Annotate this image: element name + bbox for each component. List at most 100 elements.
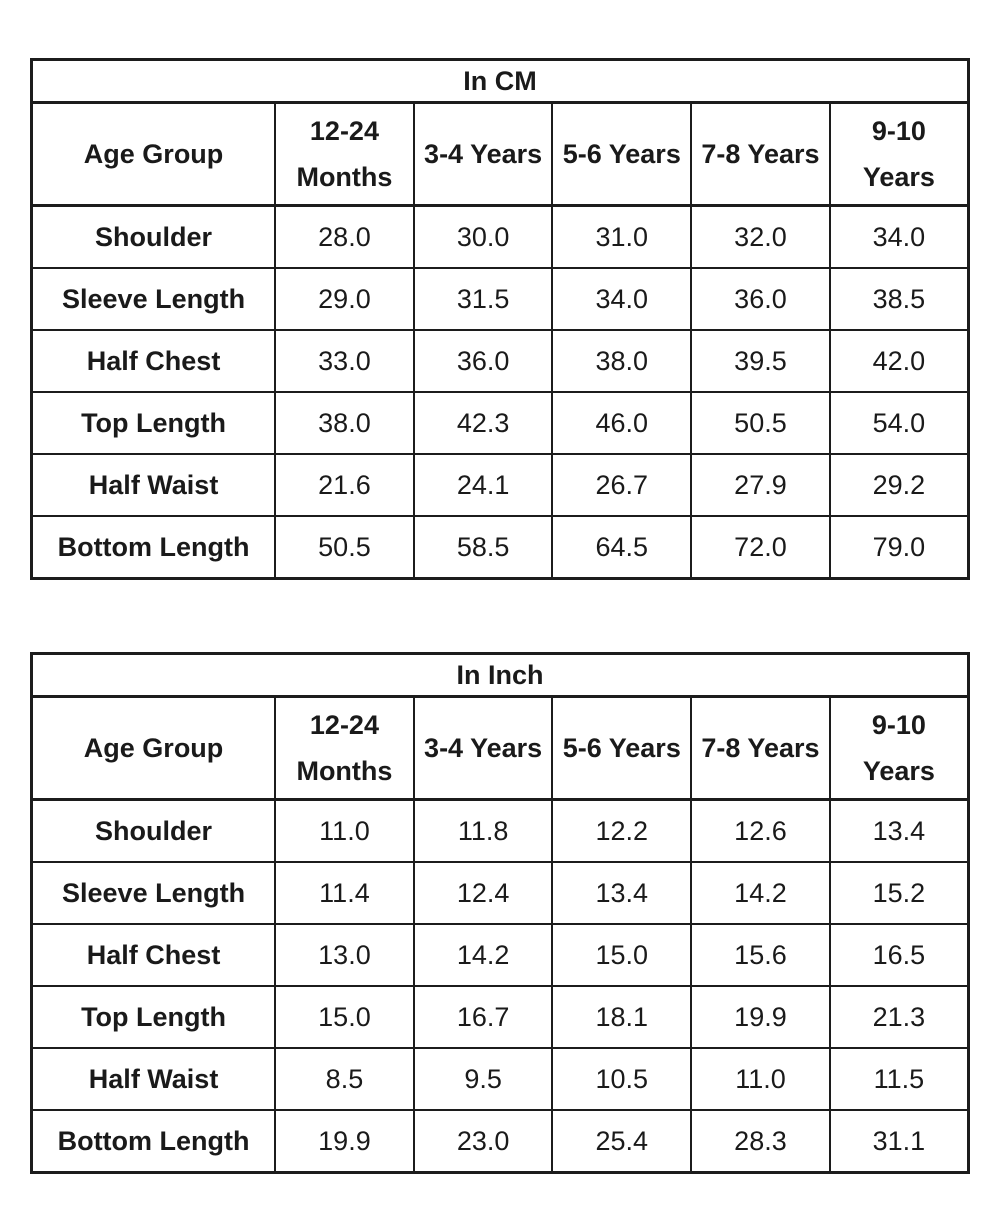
row-label: Sleeve Length <box>30 267 277 331</box>
value-cell: 42.3 <box>412 391 554 455</box>
value-cell: 38.5 <box>828 267 970 331</box>
value-cell: 29.0 <box>274 267 415 331</box>
value-cell: 19.9 <box>690 985 831 1049</box>
value-cell: 29.2 <box>828 453 970 517</box>
value-cell: 31.1 <box>828 1109 970 1174</box>
value-cell: 14.2 <box>412 923 554 987</box>
table-row: Shoulder 11.0 11.8 12.2 12.6 13.4 <box>30 798 970 863</box>
value-cell: 12.4 <box>412 861 554 925</box>
value-cell: 72.0 <box>690 515 831 580</box>
table-row: Half Waist 8.5 9.5 10.5 11.0 11.5 <box>30 1047 970 1111</box>
table-row: Bottom Length 19.9 23.0 25.4 28.3 31.1 <box>30 1109 970 1174</box>
value-cell: 12.6 <box>690 798 831 863</box>
column-header: 12-24 Months <box>274 695 415 801</box>
value-cell: 30.0 <box>412 204 554 269</box>
column-header: 12-24 Months <box>274 101 415 207</box>
value-cell: 34.0 <box>551 267 693 331</box>
row-label: Top Length <box>30 985 277 1049</box>
value-cell: 11.5 <box>828 1047 970 1111</box>
value-cell: 13.4 <box>551 861 693 925</box>
row-label: Half Chest <box>30 923 277 987</box>
row-label: Sleeve Length <box>30 861 277 925</box>
value-cell: 11.0 <box>690 1047 831 1111</box>
row-label: Half Chest <box>30 329 277 393</box>
value-cell: 15.2 <box>828 861 970 925</box>
value-cell: 33.0 <box>274 329 415 393</box>
table-header-row: Age Group 12-24 Months 3-4 Years 5-6 Years 7… <box>30 101 970 207</box>
table-row: Sleeve Length 29.0 31.5 34.0 36.0 38.5 <box>30 267 970 331</box>
value-cell: 34.0 <box>828 204 970 269</box>
value-cell: 8.5 <box>274 1047 415 1111</box>
value-cell: 36.0 <box>412 329 554 393</box>
table-row: Bottom Length 50.5 58.5 64.5 72.0 79.0 <box>30 515 970 580</box>
value-cell: 11.4 <box>274 861 415 925</box>
value-cell: 31.5 <box>412 267 554 331</box>
value-cell: 12.2 <box>551 798 693 863</box>
value-cell: 28.0 <box>274 204 415 269</box>
value-cell: 16.5 <box>828 923 970 987</box>
table-row: Half Waist 21.6 24.1 26.7 27.9 29.2 <box>30 453 970 517</box>
value-cell: 21.3 <box>828 985 970 1049</box>
value-cell: 18.1 <box>551 985 693 1049</box>
value-cell: 54.0 <box>828 391 970 455</box>
table-row: Half Chest 13.0 14.2 15.0 15.6 16.5 <box>30 923 970 987</box>
value-cell: 50.5 <box>274 515 415 580</box>
value-cell: 13.4 <box>828 798 970 863</box>
column-header: 9-10 Years <box>828 695 970 801</box>
table-row: Shoulder 28.0 30.0 31.0 32.0 34.0 <box>30 204 970 269</box>
value-cell: 21.6 <box>274 453 415 517</box>
value-cell: 32.0 <box>690 204 831 269</box>
value-cell: 13.0 <box>274 923 415 987</box>
value-cell: 10.5 <box>551 1047 693 1111</box>
table-row: Half Chest 33.0 36.0 38.0 39.5 42.0 <box>30 329 970 393</box>
tables-container: In CM Age Group 12-24 Months 3-4 Years 5-6 Y… <box>30 58 970 1174</box>
value-cell: 26.7 <box>551 453 693 517</box>
value-cell: 38.0 <box>551 329 693 393</box>
value-cell: 19.9 <box>274 1109 415 1174</box>
value-cell: 24.1 <box>412 453 554 517</box>
value-cell: 25.4 <box>551 1109 693 1174</box>
table-title: In CM <box>30 58 970 104</box>
table-title-row: In CM <box>30 58 970 104</box>
value-cell: 15.6 <box>690 923 831 987</box>
row-label: Bottom Length <box>30 515 277 580</box>
size-table-in-cm: In CM Age Group 12-24 Months 3-4 Years 5-6 Y… <box>30 58 970 580</box>
table-header-row: Age Group 12-24 Months 3-4 Years 5-6 Years 7… <box>30 695 970 801</box>
table-title-row: In Inch <box>30 652 970 698</box>
age-group-header: Age Group <box>30 695 277 801</box>
value-cell: 50.5 <box>690 391 831 455</box>
row-label: Shoulder <box>30 204 277 269</box>
row-label: Half Waist <box>30 1047 277 1111</box>
value-cell: 9.5 <box>412 1047 554 1111</box>
size-table-in-inch: In Inch Age Group 12-24 Months 3-4 Years 5-6… <box>30 652 970 1174</box>
value-cell: 15.0 <box>274 985 415 1049</box>
row-label: Bottom Length <box>30 1109 277 1174</box>
row-label: Shoulder <box>30 798 277 863</box>
value-cell: 58.5 <box>412 515 554 580</box>
value-cell: 38.0 <box>274 391 415 455</box>
value-cell: 42.0 <box>828 329 970 393</box>
table-row: Top Length 15.0 16.7 18.1 19.9 21.3 <box>30 985 970 1049</box>
value-cell: 46.0 <box>551 391 693 455</box>
value-cell: 16.7 <box>412 985 554 1049</box>
value-cell: 64.5 <box>551 515 693 580</box>
column-header: 3-4 Years <box>412 101 554 207</box>
column-header: 7-8 Years <box>690 101 831 207</box>
column-header: 7-8 Years <box>690 695 831 801</box>
value-cell: 14.2 <box>690 861 831 925</box>
value-cell: 31.0 <box>551 204 693 269</box>
column-header: 5-6 Years <box>551 101 693 207</box>
age-group-header: Age Group <box>30 101 277 207</box>
value-cell: 11.8 <box>412 798 554 863</box>
row-label: Top Length <box>30 391 277 455</box>
column-header: 5-6 Years <box>551 695 693 801</box>
value-cell: 36.0 <box>690 267 831 331</box>
value-cell: 11.0 <box>274 798 415 863</box>
value-cell: 27.9 <box>690 453 831 517</box>
value-cell: 23.0 <box>412 1109 554 1174</box>
column-header: 9-10 Years <box>828 101 970 207</box>
table-row: Top Length 38.0 42.3 46.0 50.5 54.0 <box>30 391 970 455</box>
value-cell: 39.5 <box>690 329 831 393</box>
table-title: In Inch <box>30 652 970 698</box>
